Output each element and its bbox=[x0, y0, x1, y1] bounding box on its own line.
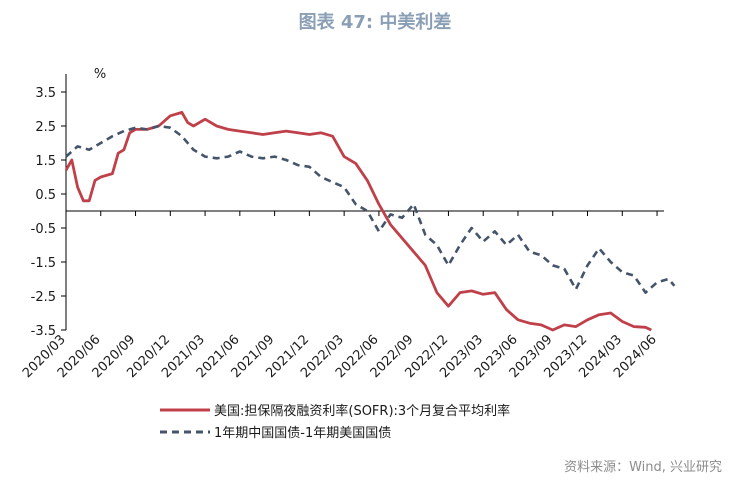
series-line-0 bbox=[64, 111, 652, 332]
series-line-1 bbox=[65, 124, 676, 294]
y-tick-label: -0.5 bbox=[31, 222, 56, 237]
y-tick-label: -2.5 bbox=[31, 290, 56, 305]
legend: 美国:担保隔夜融资利率(SOFR):3个月复合平均利率 1年期中国国债-1年期美国… bbox=[160, 403, 510, 441]
y-axis-label: % bbox=[94, 67, 106, 82]
source-note: 资料来源：Wind, 兴业研究 bbox=[564, 460, 722, 475]
y-tick-label: -3.5 bbox=[31, 324, 56, 339]
legend-label-1: 1年期中国国债-1年期美国国债 bbox=[214, 426, 391, 441]
legend-label-0: 美国:担保隔夜融资利率(SOFR):3个月复合平均利率 bbox=[214, 403, 510, 419]
y-tick-label: 0.5 bbox=[35, 188, 56, 203]
y-tick-label: -1.5 bbox=[31, 256, 56, 271]
chart-title: 图表 47: 中美利差 bbox=[298, 12, 452, 33]
y-tick-label: 1.5 bbox=[35, 154, 56, 169]
y-tick-label: 2.5 bbox=[35, 120, 56, 135]
axes: %3.52.51.50.5-0.5-1.5-2.5-3.52020/032020… bbox=[20, 67, 664, 381]
series-layer bbox=[64, 111, 676, 332]
y-tick-label: 3.5 bbox=[35, 86, 56, 101]
